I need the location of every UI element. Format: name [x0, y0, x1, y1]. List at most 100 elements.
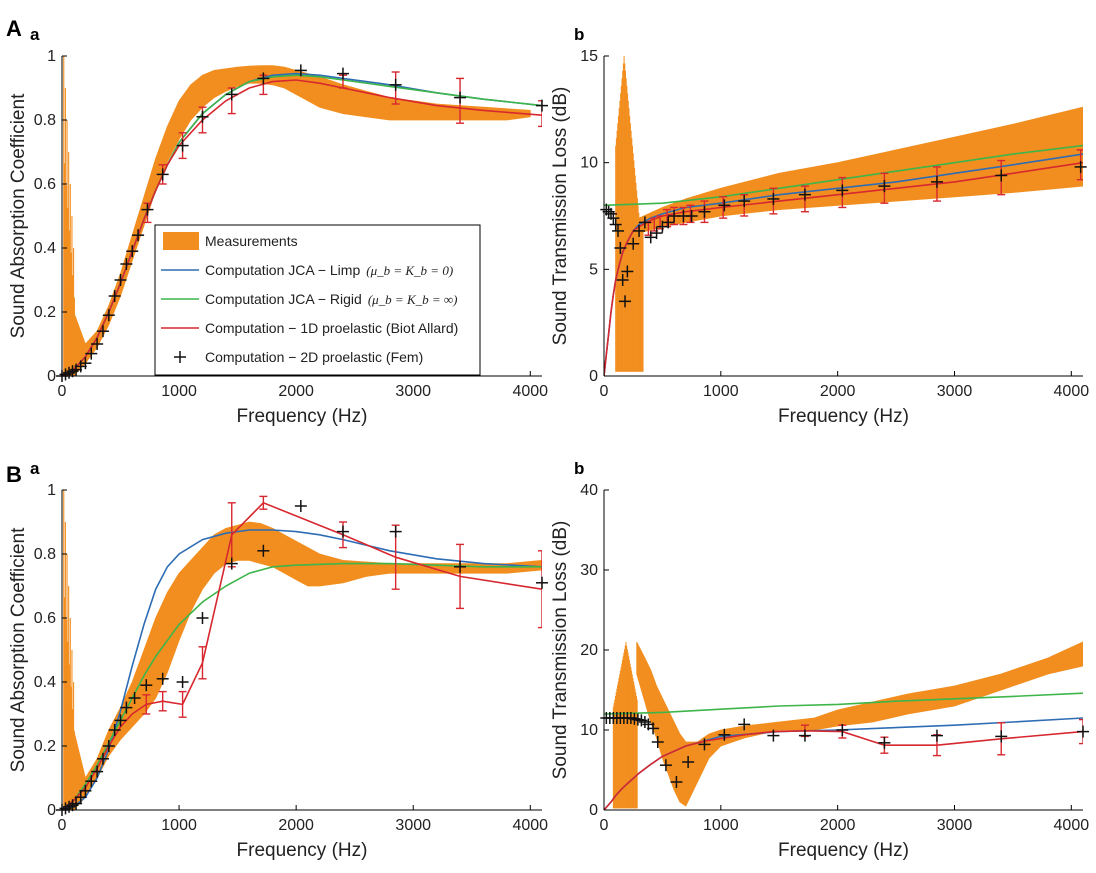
fem-point [995, 169, 1008, 182]
fem-point [798, 188, 811, 201]
fem-point [607, 212, 620, 225]
error-bar [686, 204, 695, 224]
fem-point [389, 78, 402, 91]
legend-box [154, 224, 481, 376]
y-axis-label: Sound Absorption Coefficient [8, 527, 29, 772]
fem-point [627, 237, 640, 250]
fem-point [114, 274, 127, 286]
panel-A-b: b 0 1000 2000 3000 4000 0 5 10 15 Frequency (Hz) So… [550, 25, 1089, 427]
fem-point [621, 265, 634, 278]
x-tick-label: 3000 [937, 383, 973, 400]
fem-point [662, 216, 675, 229]
fem-point [767, 192, 780, 205]
x-tick-label: 2000 [820, 383, 856, 400]
fem-point [650, 227, 663, 240]
legend-entry-limp: Computation JCA − Limp (μ_b = K_b = 0) [161, 262, 453, 278]
fem-point [128, 692, 141, 704]
fem-point [633, 224, 646, 237]
series-line-rigid [62, 562, 542, 810]
fem-point [698, 205, 711, 218]
x-tick-label: 0 [600, 383, 609, 400]
fem-point [108, 290, 121, 302]
x-tick-label: 3000 [395, 383, 431, 400]
fem-point [294, 500, 307, 512]
fem-point [454, 91, 467, 104]
fem-point [196, 612, 209, 624]
series-line-rigid [604, 692, 1083, 715]
measurement-band [638, 106, 1083, 234]
fem-point [140, 679, 153, 692]
y-tick-label: 10 [580, 722, 598, 739]
fem-point [79, 357, 92, 370]
fem-point [738, 718, 751, 731]
legend-entry-biot: Computation − 1D proelastic (Biot Allard… [161, 320, 458, 336]
series-line-biot [62, 79, 542, 376]
fem-point [616, 274, 629, 286]
y-tick-label: 5 [589, 261, 598, 278]
panel-letter: b [574, 25, 584, 44]
y-tick-label: 0.2 [34, 304, 56, 321]
fem-point [454, 560, 467, 573]
fem-point [96, 325, 109, 338]
fem-point [614, 242, 627, 254]
fem-point [96, 752, 109, 765]
figure-label-A: A [6, 16, 22, 41]
fem-point [225, 88, 238, 101]
fem-point [1074, 160, 1087, 173]
fem-point [257, 72, 270, 85]
fem-point [114, 714, 127, 727]
fem-point [126, 245, 139, 258]
y-tick-label: 0 [589, 802, 598, 819]
y-tick-label: 0.4 [34, 674, 56, 691]
measurement-spikes [612, 642, 638, 809]
fem-point [91, 338, 104, 350]
fem-point [120, 701, 133, 714]
y-tick-label: 0.6 [34, 176, 56, 193]
fem-point [536, 576, 548, 589]
fem-point [389, 525, 402, 538]
fem-point [85, 347, 98, 360]
x-tick-label: 3000 [937, 817, 973, 834]
x-tick-label: 0 [58, 817, 67, 834]
panel-B-b: b 0 1000 2000 3000 4000 0 10 20 30 40 Frequency (Hz… [550, 459, 1089, 861]
fem-point [536, 99, 548, 112]
x-axis-label: Frequency (Hz) [237, 840, 368, 861]
fem-point [156, 672, 169, 685]
fem-point [294, 64, 307, 77]
fem-point [120, 258, 133, 270]
fem-point [91, 765, 104, 778]
fem-point [718, 199, 731, 212]
fem-point [798, 729, 811, 742]
measurement-band [63, 65, 531, 376]
fem-point [670, 776, 683, 788]
fem-point [85, 775, 98, 788]
error-bar [538, 100, 542, 128]
fem-point [638, 216, 651, 229]
fem-point [647, 722, 660, 735]
fem-point [836, 184, 849, 197]
fem-point [609, 218, 622, 231]
y-tick-label: 15 [580, 48, 598, 65]
y-tick-label: 1 [47, 48, 56, 65]
measurement-spikes [63, 490, 75, 810]
fem-point [70, 797, 83, 810]
x-axis-label: Frequency (Hz) [778, 406, 909, 427]
error-bar [259, 495, 268, 510]
x-tick-label: 0 [600, 817, 609, 834]
fem-point [930, 729, 943, 742]
legend-entry-measurements: Measurements [163, 232, 298, 250]
panel-letter: a [30, 459, 40, 478]
y-tick-label: 0 [47, 368, 56, 385]
y-tick-label: 10 [580, 155, 598, 172]
error-bar [198, 646, 207, 680]
legend-label: Computation JCA − Limp [205, 262, 360, 278]
fem-point [995, 730, 1008, 743]
fem-point [602, 205, 615, 218]
plot-area [604, 641, 1083, 810]
series-line-biot [604, 161, 1083, 376]
fem-point [878, 180, 891, 193]
fem-point [619, 295, 632, 308]
y-tick-label: 0.6 [34, 610, 56, 627]
fem-point [156, 168, 169, 181]
